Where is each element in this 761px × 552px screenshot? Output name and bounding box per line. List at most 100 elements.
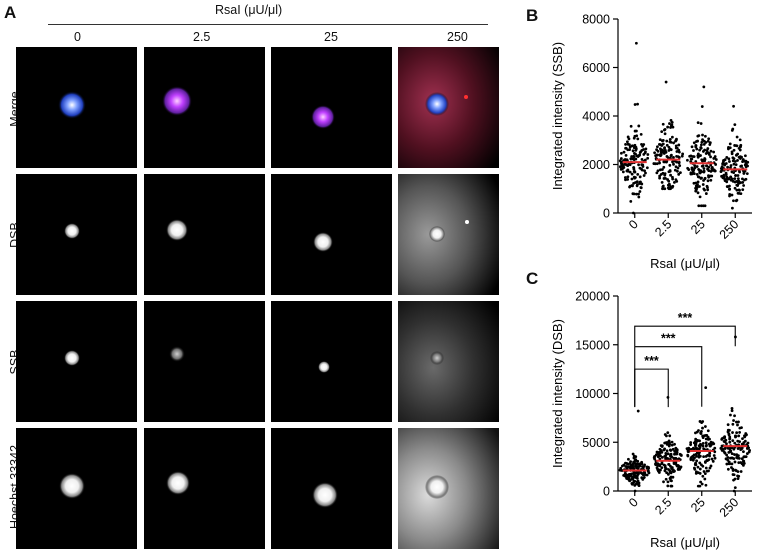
significance-bracket	[634, 346, 703, 407]
micrograph-grid	[16, 47, 499, 549]
data-point	[719, 167, 723, 170]
data-point	[659, 468, 662, 472]
data-point	[725, 453, 729, 457]
data-point	[698, 444, 702, 447]
data-point	[633, 479, 637, 483]
data-point	[675, 448, 679, 452]
data-point	[638, 175, 642, 179]
data-point	[704, 454, 708, 458]
data-point	[626, 175, 630, 179]
data-point	[705, 443, 708, 447]
data-point	[619, 165, 622, 169]
data-point	[670, 123, 674, 127]
data-point	[674, 144, 678, 148]
data-point	[731, 439, 735, 442]
data-point	[639, 132, 643, 136]
data-point	[743, 439, 747, 443]
data-point	[737, 434, 741, 438]
data-point	[707, 137, 711, 141]
data-point	[697, 429, 700, 432]
data-point	[730, 150, 734, 154]
data-point	[686, 453, 690, 457]
data-point	[736, 423, 739, 427]
data-point	[627, 465, 631, 469]
data-point	[723, 451, 727, 455]
data-point	[668, 163, 672, 167]
data-point	[658, 142, 661, 146]
data-point	[712, 150, 716, 154]
data-point	[698, 484, 702, 488]
data-point	[665, 449, 669, 453]
data-point	[732, 162, 736, 166]
data-point	[729, 456, 732, 460]
data-point	[626, 462, 630, 466]
data-point	[658, 161, 661, 165]
data-point	[670, 135, 674, 139]
data-point	[703, 472, 707, 475]
data-point	[630, 172, 634, 176]
panel-b-letter: B	[526, 6, 539, 25]
data-point	[738, 138, 742, 142]
data-point	[726, 177, 730, 181]
data-point	[658, 174, 662, 178]
data-point	[670, 443, 674, 447]
data-point	[623, 474, 627, 478]
data-point	[707, 169, 711, 172]
data-point	[658, 153, 662, 157]
data-point	[700, 421, 704, 425]
data-point	[735, 135, 739, 139]
significance-bracket	[634, 325, 736, 347]
data-point	[645, 166, 649, 170]
data-point	[632, 472, 635, 475]
data-point	[701, 426, 704, 430]
data-point	[673, 442, 676, 446]
data-point	[740, 442, 744, 446]
data-point	[728, 187, 732, 191]
data-point	[710, 457, 714, 461]
data-point	[670, 466, 674, 469]
data-point	[677, 160, 681, 164]
data-point	[633, 170, 637, 174]
data-point	[643, 169, 646, 173]
data-point	[735, 144, 739, 148]
y-tick-label: 4000	[582, 110, 610, 124]
data-point	[685, 158, 689, 162]
data-point	[634, 181, 637, 184]
data-point	[673, 180, 676, 184]
data-point	[719, 170, 723, 174]
data-point	[666, 484, 670, 488]
data-point	[638, 190, 642, 193]
data-point	[640, 158, 644, 161]
data-point	[694, 471, 698, 475]
data-point	[624, 158, 627, 161]
data-point	[654, 453, 658, 457]
data-point	[679, 465, 683, 469]
data-point	[620, 167, 624, 171]
data-point	[658, 457, 662, 461]
data-point	[675, 150, 679, 153]
data-point	[656, 149, 660, 153]
data-point	[726, 423, 730, 427]
data-point	[658, 168, 662, 172]
data-point	[668, 476, 672, 480]
data-point	[706, 429, 710, 433]
data-point	[696, 180, 700, 184]
data-point	[702, 139, 706, 143]
data-point	[737, 461, 741, 465]
data-point	[625, 169, 629, 173]
x-axis-label: RsaI (μU/μl)	[650, 535, 720, 550]
significance-label: ***	[644, 354, 659, 368]
data-point	[695, 459, 699, 463]
data-point	[655, 162, 659, 166]
data-point	[706, 179, 710, 183]
data-point	[696, 191, 700, 195]
data-point	[667, 444, 671, 448]
data-point	[730, 177, 734, 181]
data-point	[657, 469, 660, 473]
data-point	[645, 473, 649, 477]
data-point	[632, 456, 636, 460]
data-point	[700, 482, 704, 486]
data-point	[659, 444, 663, 448]
data-point	[672, 456, 676, 460]
